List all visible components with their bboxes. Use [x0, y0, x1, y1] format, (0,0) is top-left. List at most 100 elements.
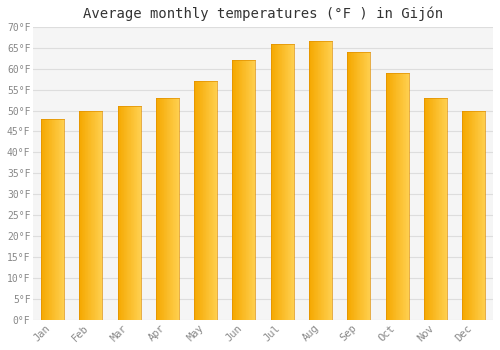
Bar	[352, 52, 353, 320]
Bar	[349, 52, 350, 320]
Bar	[244, 60, 246, 320]
Bar	[480, 111, 481, 320]
Bar	[215, 81, 216, 320]
Bar	[241, 60, 242, 320]
Bar	[431, 98, 432, 320]
Bar	[273, 43, 274, 320]
Bar	[216, 81, 217, 320]
Bar	[392, 73, 394, 320]
Bar	[97, 111, 98, 320]
Bar	[159, 98, 160, 320]
Bar	[278, 43, 279, 320]
Bar	[57, 119, 58, 320]
Bar	[353, 52, 354, 320]
Bar	[195, 81, 196, 320]
Bar	[442, 98, 443, 320]
Bar	[246, 60, 247, 320]
Bar	[446, 98, 447, 320]
Bar	[238, 60, 240, 320]
Bar	[60, 119, 61, 320]
Bar	[389, 73, 390, 320]
Bar	[99, 111, 100, 320]
Bar	[208, 81, 210, 320]
Bar	[390, 73, 391, 320]
Bar	[128, 106, 129, 320]
Bar	[248, 60, 250, 320]
Bar	[290, 43, 292, 320]
Bar	[43, 119, 44, 320]
Bar	[202, 81, 203, 320]
Bar	[406, 73, 407, 320]
Bar	[200, 81, 201, 320]
Bar	[93, 111, 94, 320]
Bar	[317, 41, 318, 320]
Bar	[438, 98, 440, 320]
Bar	[364, 52, 365, 320]
Bar	[178, 98, 179, 320]
Bar	[165, 98, 166, 320]
Bar	[164, 98, 165, 320]
Bar	[54, 119, 56, 320]
Bar	[323, 41, 324, 320]
Bar	[119, 106, 120, 320]
Bar	[280, 43, 281, 320]
Bar	[139, 106, 140, 320]
Bar	[434, 98, 435, 320]
Bar	[250, 60, 251, 320]
Bar	[201, 81, 202, 320]
Bar	[360, 52, 361, 320]
Bar	[463, 111, 464, 320]
Bar	[90, 111, 92, 320]
Bar	[277, 43, 278, 320]
Bar	[205, 81, 206, 320]
Bar	[402, 73, 404, 320]
Bar	[235, 60, 236, 320]
Bar	[471, 111, 472, 320]
Bar	[233, 60, 234, 320]
Bar	[47, 119, 48, 320]
Bar	[214, 81, 215, 320]
Bar	[156, 98, 158, 320]
Bar	[272, 43, 273, 320]
Bar	[440, 98, 441, 320]
Bar	[477, 111, 478, 320]
Bar	[135, 106, 136, 320]
Bar	[313, 41, 314, 320]
Bar	[126, 106, 128, 320]
Bar	[274, 43, 276, 320]
Bar	[138, 106, 139, 320]
Bar	[426, 98, 427, 320]
Bar	[282, 43, 283, 320]
Bar	[350, 52, 352, 320]
Bar	[444, 98, 445, 320]
Bar	[161, 98, 162, 320]
Bar	[86, 111, 87, 320]
Bar	[391, 73, 392, 320]
Bar	[326, 41, 328, 320]
Bar	[136, 106, 138, 320]
Bar	[206, 81, 207, 320]
Bar	[441, 98, 442, 320]
Bar	[363, 52, 364, 320]
Bar	[194, 81, 195, 320]
Bar	[237, 60, 238, 320]
Bar	[61, 119, 62, 320]
Bar	[171, 98, 172, 320]
Bar	[482, 111, 483, 320]
Bar	[329, 41, 330, 320]
Bar	[362, 52, 363, 320]
Bar	[242, 60, 243, 320]
Bar	[170, 98, 171, 320]
Bar	[84, 111, 86, 320]
Bar	[122, 106, 123, 320]
Bar	[123, 106, 124, 320]
Bar	[348, 52, 349, 320]
Bar	[176, 98, 178, 320]
Bar	[63, 119, 64, 320]
Bar	[473, 111, 474, 320]
Bar	[309, 41, 310, 320]
Bar	[354, 52, 355, 320]
Bar	[293, 43, 294, 320]
Bar	[120, 106, 122, 320]
Bar	[359, 52, 360, 320]
